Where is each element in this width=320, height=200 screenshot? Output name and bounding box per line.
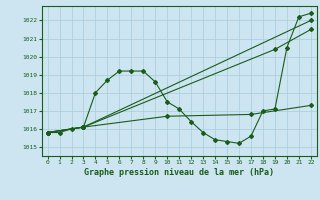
X-axis label: Graphe pression niveau de la mer (hPa): Graphe pression niveau de la mer (hPa) [84, 168, 274, 177]
